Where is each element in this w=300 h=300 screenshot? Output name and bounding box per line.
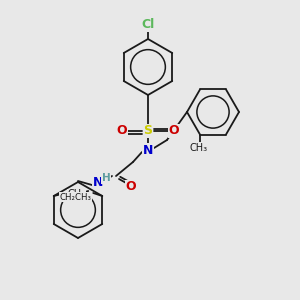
Text: CH₃: CH₃ <box>68 189 86 199</box>
Text: O: O <box>169 124 179 137</box>
Text: O: O <box>117 124 127 137</box>
Text: N: N <box>143 143 153 157</box>
Text: CH₃: CH₃ <box>190 142 208 152</box>
Text: O: O <box>126 181 136 194</box>
Text: H: H <box>102 173 110 183</box>
Text: CH₂CH₃: CH₂CH₃ <box>59 193 91 202</box>
Text: S: S <box>143 124 152 137</box>
Text: N: N <box>93 176 103 188</box>
Text: Cl: Cl <box>141 19 154 32</box>
